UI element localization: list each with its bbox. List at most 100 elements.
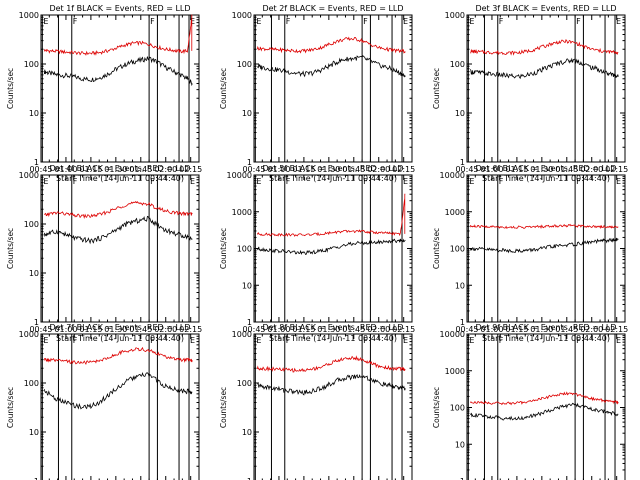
panel-title: Det 6f BLACK = Events, RED = LLD <box>475 164 616 173</box>
y-tick-label: 10000 <box>440 171 465 180</box>
series-lld-line <box>44 200 193 220</box>
x-tick-label: 01:15 <box>505 165 528 174</box>
y-tick-label: 100 <box>237 379 252 388</box>
x-tick-label: 02:15 <box>392 165 415 174</box>
panel-title: Det 5f BLACK = Events, RED = LLD <box>262 164 403 173</box>
x-tick-label: 02:15 <box>179 325 202 334</box>
x-axis-label: Start Time (14-Jun-11 00:44:40) <box>56 334 184 343</box>
y-tick-label: 10 <box>242 428 252 437</box>
panel-det-6f: Det 6f BLACK = Events, RED = LLD 1 10 100 10… <box>432 164 628 343</box>
time-marker-label: E <box>469 177 474 186</box>
x-axis-label: Start Time (14-Jun-11 00:44:40) <box>56 174 184 183</box>
time-marker-label: E <box>403 336 408 345</box>
series-events-line <box>257 374 406 396</box>
x-tick-label: 01:45 <box>555 325 578 334</box>
series-events-line <box>469 57 619 80</box>
y-tick-label: 10000 <box>440 330 465 339</box>
time-marker-label: E <box>256 336 261 345</box>
x-tick-label: 00:45 <box>242 165 265 174</box>
time-marker-label: F <box>73 17 78 26</box>
y-tick-label: 100 <box>237 245 252 254</box>
panel-title: Det 4f BLACK = Events, RED = LLD <box>49 164 190 173</box>
series-events-line <box>470 402 619 421</box>
series-events-line <box>256 238 406 256</box>
y-tick-label: 1 <box>247 318 252 327</box>
x-axis-label: Start Time (14-Jun-11 00:44:40) <box>482 334 610 343</box>
y-axis-label: Counts/sec <box>432 387 441 428</box>
time-marker-label: E <box>616 17 621 26</box>
x-tick-label: 01:00 <box>267 165 290 174</box>
time-marker-label: E <box>190 336 195 345</box>
x-tick-label: 02:15 <box>605 165 628 174</box>
y-axis-label: Counts/sec <box>432 228 441 269</box>
y-tick-label: 1000 <box>445 367 465 376</box>
series-events-line <box>43 215 193 245</box>
x-tick-label: 01:15 <box>505 325 528 334</box>
y-tick-label: 10 <box>455 440 465 449</box>
time-marker-label: E <box>256 17 261 26</box>
time-marker-label: E <box>256 177 261 186</box>
y-tick-label: 10 <box>242 109 252 118</box>
y-tick-label: 10000 <box>227 171 252 180</box>
y-axis-label: Counts/sec <box>432 68 441 109</box>
time-marker-label: F <box>576 177 581 186</box>
time-marker-label: F <box>150 336 155 345</box>
y-axis-label: Counts/sec <box>219 68 228 109</box>
y-tick-label: 10 <box>455 109 465 118</box>
y-tick-label: 1000 <box>19 171 39 180</box>
y-tick-label: 100 <box>237 60 252 69</box>
series-events-line <box>256 55 406 78</box>
plot-frame <box>40 14 200 163</box>
time-marker-label: E <box>43 336 48 345</box>
y-tick-label: 1000 <box>232 330 252 339</box>
x-tick-label: 01:30 <box>104 325 127 334</box>
y-tick-label: 1000 <box>445 208 465 217</box>
time-marker-label: F <box>576 336 581 345</box>
time-marker-label: E <box>469 17 474 26</box>
x-tick-label: 02:00 <box>154 165 177 174</box>
series-lld-line <box>43 14 193 56</box>
y-tick-label: 1 <box>247 477 252 480</box>
x-axis-label: Start Time (14-Jun-11 00:44:40) <box>482 174 610 183</box>
panel-det-3f: Det 3f BLACK = Events, RED = LLD 1 10 100 10… <box>432 4 628 183</box>
x-axis-label: Start Time (14-Jun-11 00:44:40) <box>269 174 397 183</box>
y-tick-label: 1 <box>460 318 465 327</box>
plot-frame <box>253 174 413 323</box>
x-tick-label: 01:15 <box>292 165 315 174</box>
time-marker-label: E <box>616 177 621 186</box>
x-tick-label: 02:00 <box>154 325 177 334</box>
panel-det-7f: Det 7f BLACK = Events, RED = LLD 1 10 100 10… <box>6 323 200 480</box>
plot-frame <box>466 14 626 163</box>
x-tick-label: 01:45 <box>129 165 152 174</box>
y-tick-label: 1 <box>34 158 39 167</box>
y-tick-label: 1 <box>34 477 39 480</box>
x-tick-label: 00:45 <box>29 165 52 174</box>
time-marker-label: E <box>190 177 195 186</box>
y-tick-label: 100 <box>24 379 39 388</box>
x-axis-label: Start Time (14-Jun-11 00:44:40) <box>269 334 397 343</box>
x-tick-label: 01:15 <box>79 165 102 174</box>
time-marker-label: E <box>43 177 48 186</box>
y-tick-label: 10 <box>455 281 465 290</box>
y-tick-label: 1000 <box>445 11 465 20</box>
series-lld-line <box>43 346 193 365</box>
x-tick-label: 01:45 <box>129 325 152 334</box>
time-marker-label: F <box>150 17 155 26</box>
series-events-line <box>469 237 619 254</box>
y-tick-label: 1 <box>34 318 39 327</box>
x-tick-label: 01:30 <box>317 325 340 334</box>
y-axis-label: Counts/sec <box>6 387 15 428</box>
x-tick-label: 02:00 <box>580 325 603 334</box>
time-marker-label: F <box>286 177 291 186</box>
plot-frame <box>40 174 200 323</box>
y-tick-label: 100 <box>450 60 465 69</box>
series-lld-line <box>256 36 406 54</box>
time-marker-label: E <box>190 17 195 26</box>
y-tick-label: 1 <box>247 158 252 167</box>
x-tick-label: 01:30 <box>530 325 553 334</box>
x-tick-label: 01:00 <box>54 325 77 334</box>
y-axis-label: Counts/sec <box>219 228 228 269</box>
x-tick-label: 00:45 <box>29 325 52 334</box>
x-tick-label: 01:45 <box>555 165 578 174</box>
